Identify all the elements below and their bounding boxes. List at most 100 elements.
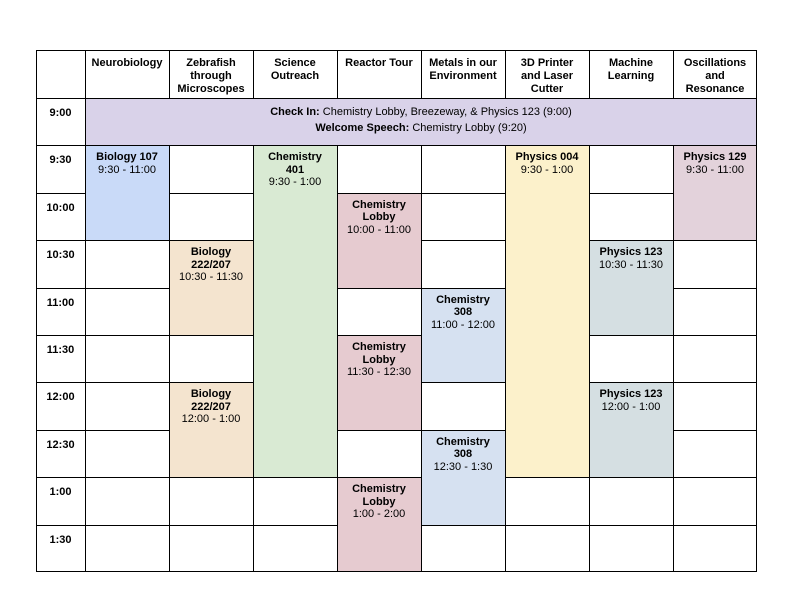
grid-line <box>85 287 169 289</box>
grid-line <box>36 524 85 526</box>
grid-line <box>253 145 254 572</box>
session-block: Physics 123 10:30 - 11:30 <box>589 240 673 335</box>
grid-line <box>36 477 85 479</box>
grid-line <box>85 240 169 242</box>
grid-line <box>673 145 674 572</box>
grid-line <box>589 192 673 194</box>
column-header-line: Cutter <box>530 83 564 95</box>
session-block: Biology 107 9:30 - 11:00 <box>85 145 169 241</box>
session-block: Chemistry Lobby 10:00 - 11:00 <box>337 192 421 288</box>
session-time: 10:30 - 11:30 <box>598 258 663 271</box>
session-location: Biology 222/207 <box>169 246 253 271</box>
session-location-line: 222/207 <box>191 400 231 413</box>
session-location-line: Lobby <box>362 353 396 366</box>
column-header: Zebrafish through Microscopes <box>169 50 253 98</box>
time-label: 12:30 <box>46 438 75 451</box>
session-time: 11:00 - 12:00 <box>430 318 495 331</box>
session-time: 12:30 - 1:30 <box>433 460 493 473</box>
grid-line <box>337 477 421 479</box>
session-location-line: Biology <box>190 388 232 401</box>
session-time: 9:30 - 1:00 <box>268 176 322 189</box>
column-header-line: Neurobiology <box>91 57 163 69</box>
session-time: 12:00 - 1:00 <box>601 400 661 413</box>
grid-line <box>589 524 673 526</box>
column-header-line: Science <box>274 57 316 69</box>
checkin-label: Check In: <box>270 106 320 118</box>
column-header: Metals in our Environment <box>421 50 505 98</box>
grid-line <box>169 335 253 336</box>
session-location: Chemistry 308 <box>421 294 505 319</box>
grid-line <box>421 192 505 194</box>
grid-line <box>337 145 338 572</box>
checkin-line: Check In: Chemistry Lobby, Breezeway, & … <box>85 104 757 120</box>
session-location: Chemistry 401 <box>253 151 337 176</box>
grid-line <box>85 335 169 336</box>
grid-line <box>36 287 85 289</box>
grid-line <box>253 50 254 98</box>
session-block: Chemistry Lobby 1:00 - 2:00 <box>337 477 421 572</box>
welcome-label: Welcome Speech: <box>315 122 410 134</box>
column-header-line: Machine <box>608 57 653 69</box>
grid-line <box>36 50 37 572</box>
grid-line <box>673 287 757 289</box>
grid-line <box>85 50 86 572</box>
grid-line <box>421 287 505 289</box>
grid-line <box>421 240 505 242</box>
session-block: Physics 129 9:30 - 11:00 <box>673 145 757 241</box>
grid-line <box>673 240 757 242</box>
session-block: Physics 004 9:30 - 1:00 <box>505 145 589 478</box>
session-location-line: Chemistry <box>352 483 406 496</box>
grid-line <box>337 335 421 336</box>
column-header-line: Metals in our <box>429 57 497 69</box>
column-header: Reactor Tour <box>337 50 421 98</box>
grid-line <box>589 145 590 572</box>
grid-line <box>673 382 757 384</box>
session-block: Chemistry 401 9:30 - 1:00 <box>253 145 337 478</box>
grid-line <box>36 50 757 51</box>
grid-line <box>169 192 253 194</box>
grid-line <box>85 524 169 526</box>
session-time: 12:00 - 1:00 <box>181 413 241 426</box>
grid-line <box>505 524 589 526</box>
session-time: 1:00 - 2:00 <box>352 508 406 521</box>
session-location: Physics 123 <box>589 246 673 259</box>
grid-line <box>85 382 169 384</box>
grid-line <box>421 382 505 384</box>
column-header-line: Outreach <box>270 70 320 82</box>
column-header-line: Learning <box>607 70 655 82</box>
column-header-line: Resonance <box>685 83 745 95</box>
grid-line <box>505 477 589 479</box>
session-block: Chemistry Lobby 11:30 - 12:30 <box>337 335 421 430</box>
grid-line <box>36 145 757 147</box>
session-location-line: 222/207 <box>191 258 231 271</box>
grid-line <box>589 335 673 336</box>
grid-line <box>756 50 757 572</box>
session-location-line: Lobby <box>362 211 396 224</box>
time-label: 10:30 <box>46 249 75 262</box>
grid-line <box>421 145 422 572</box>
session-location: Chemistry Lobby <box>337 483 421 508</box>
grid-line <box>253 524 337 526</box>
column-header: Science Outreach <box>253 50 337 98</box>
grid-line <box>673 524 757 526</box>
session-block: Chemistry 308 12:30 - 1:30 <box>421 429 505 525</box>
time-label: 12:00 <box>46 391 75 404</box>
session-location-line: Biology <box>190 246 232 259</box>
column-header-line: through <box>190 70 232 82</box>
session-location-line: Chemistry <box>352 341 406 353</box>
session-location-line: 401 <box>285 163 305 176</box>
grid-line <box>589 50 590 98</box>
time-label: 11:00 <box>46 296 75 309</box>
session-location: Physics 123 <box>589 388 673 401</box>
time-label: 11:30 <box>46 344 75 356</box>
session-time: 9:30 - 11:00 <box>686 163 744 176</box>
grid-line <box>421 50 422 98</box>
column-header: Neurobiology <box>85 50 169 98</box>
session-location-line: Biology 107 <box>96 151 158 164</box>
session-location-line: Lobby <box>362 495 396 508</box>
grid-line <box>421 524 505 526</box>
session-location-line: Physics 004 <box>515 151 579 164</box>
session-time: 10:00 - 11:00 <box>346 223 411 236</box>
column-header-line: Zebrafish <box>186 57 236 69</box>
column-header: Machine Learning <box>589 50 673 98</box>
